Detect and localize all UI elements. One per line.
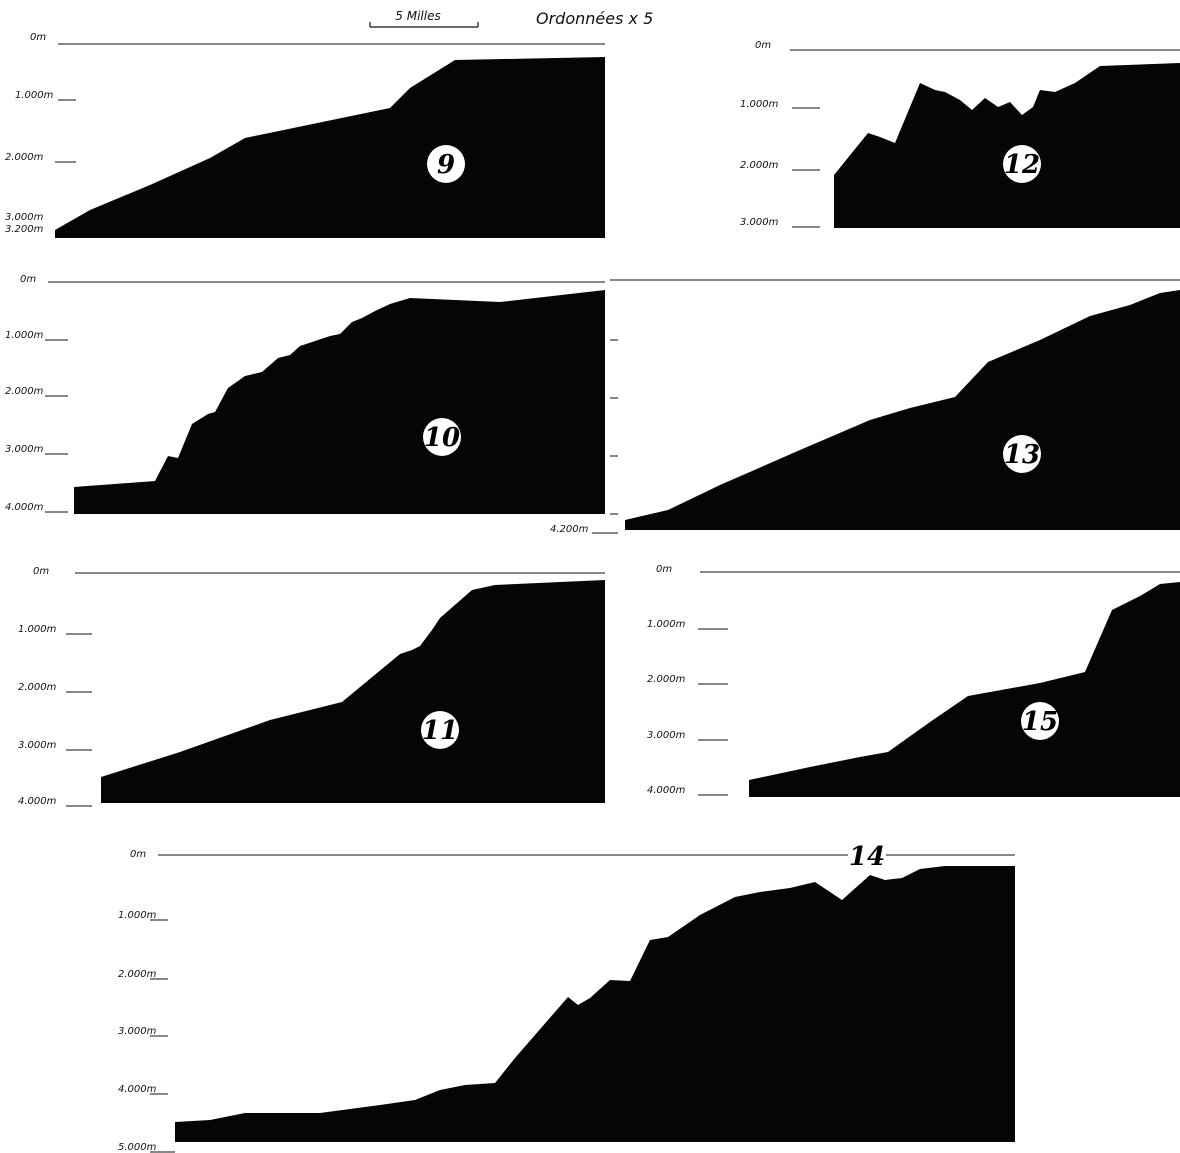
depth-label: 1.000m <box>118 910 157 921</box>
profile-14: 0m 1.000m 2.000m 3.000m 4.000m 5.000m 14 <box>118 837 1015 1153</box>
depth-label: 2.000m <box>18 682 57 693</box>
depth-label: 1.000m <box>15 90 54 101</box>
depth-label: 4.000m <box>647 785 686 796</box>
ordinate-label: Ordonnées x 5 <box>536 9 653 28</box>
depth-label: 0m <box>30 32 46 43</box>
profile-11: 0m 1.000m 2.000m 3.000m 4.000m 11 <box>18 566 605 807</box>
profile-9: 0m 1.000m 2.000m 3.000m 3.200m 9 <box>5 32 605 238</box>
depth-label: 3.000m <box>647 730 686 741</box>
seabed-profile <box>55 57 605 238</box>
profile-number-badge <box>427 145 465 183</box>
depth-label: 4.200m <box>550 524 589 535</box>
profile-number-badge <box>1003 145 1041 183</box>
depth-label: 1.000m <box>5 330 44 341</box>
depth-label: 2.000m <box>118 969 157 980</box>
profile-number-badge <box>848 837 886 875</box>
seabed-profile <box>834 63 1180 228</box>
profile-10: 0m 1.000m 2.000m 3.000m 4.000m 10 <box>5 274 605 514</box>
seabed-profile <box>749 582 1180 797</box>
depth-label: 4.000m <box>18 796 57 807</box>
depth-label: 4.000m <box>5 502 44 513</box>
profile-number-badge <box>1003 435 1041 473</box>
profile-number: 14 <box>849 842 885 872</box>
depth-label: 4.000m <box>118 1084 157 1095</box>
profile-number: 10 <box>424 423 460 453</box>
profile-12: 0m 1.000m 2.000m 3.000m 12 <box>740 40 1180 228</box>
depth-label: 2.000m <box>740 160 779 171</box>
profile-number-badge <box>421 711 459 749</box>
depth-label: 2.000m <box>5 386 44 397</box>
depth-label: 3.000m <box>18 740 57 751</box>
profile-number: 9 <box>437 150 455 180</box>
depth-label: 3.000m <box>118 1026 157 1037</box>
seabed-profile <box>625 290 1180 530</box>
profile-number: 15 <box>1022 707 1058 737</box>
depth-label: 3.000m <box>5 212 44 223</box>
depth-label: 3.200m <box>5 224 44 235</box>
depth-label: 2.000m <box>647 674 686 685</box>
profile-number-badge <box>423 418 461 456</box>
depth-label: 0m <box>755 40 771 51</box>
profile-13: 4.200m 13 <box>550 279 1180 535</box>
depth-label: 0m <box>130 849 146 860</box>
profile-number-badge <box>1021 702 1059 740</box>
depth-label: 5.000m <box>118 1142 157 1153</box>
depth-label: 1.000m <box>18 624 57 635</box>
depth-label: 0m <box>20 274 36 285</box>
scale-label: 5 Milles <box>395 9 440 23</box>
figure-header: 5 Milles Ordonnées x 5 <box>369 9 653 28</box>
profile-15: 0m 1.000m 2.000m 3.000m 4.000m 15 <box>647 564 1180 797</box>
depth-label: 0m <box>33 566 49 577</box>
depth-label: 0m <box>656 564 672 575</box>
profile-number: 13 <box>1004 440 1040 470</box>
seabed-profile <box>101 580 605 803</box>
depth-label: 2.000m <box>5 152 44 163</box>
depth-label: 1.000m <box>647 619 686 630</box>
profile-number: 12 <box>1004 150 1040 180</box>
depth-label: 3.000m <box>740 217 779 228</box>
seabed-profile <box>74 290 605 514</box>
profile-number: 11 <box>422 716 458 746</box>
seabed-profile <box>175 866 1015 1142</box>
depth-label: 1.000m <box>740 99 779 110</box>
depth-label: 3.000m <box>5 444 44 455</box>
